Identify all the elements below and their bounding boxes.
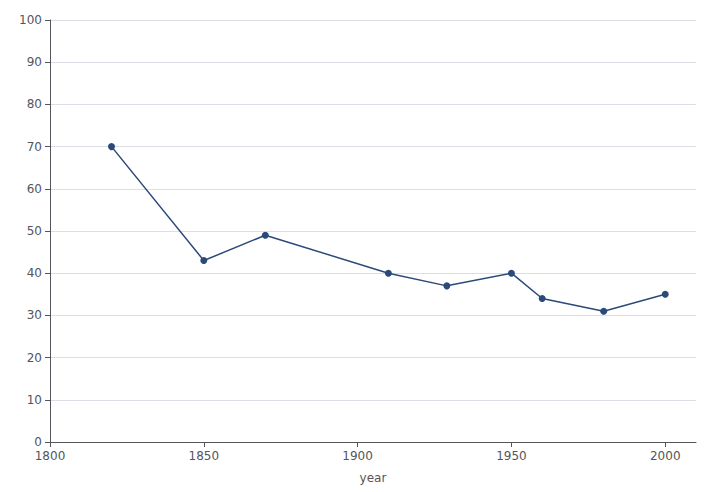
svg-text:50: 50 [27,224,42,238]
svg-text:20: 20 [27,351,42,365]
svg-text:1850: 1850 [189,449,220,463]
svg-text:80: 80 [27,97,42,111]
svg-text:70: 70 [27,140,42,154]
svg-text:60: 60 [27,182,42,196]
svg-text:1950: 1950 [496,449,527,463]
svg-text:90: 90 [27,55,42,69]
svg-text:100: 100 [19,13,42,27]
svg-text:40: 40 [27,266,42,280]
svg-text:1800: 1800 [35,449,66,463]
svg-text:0: 0 [34,435,42,449]
svg-text:2000: 2000 [650,449,681,463]
svg-text:10: 10 [27,393,42,407]
svg-text:1900: 1900 [342,449,373,463]
svg-text:year: year [360,471,387,485]
svg-text:30: 30 [27,308,42,322]
